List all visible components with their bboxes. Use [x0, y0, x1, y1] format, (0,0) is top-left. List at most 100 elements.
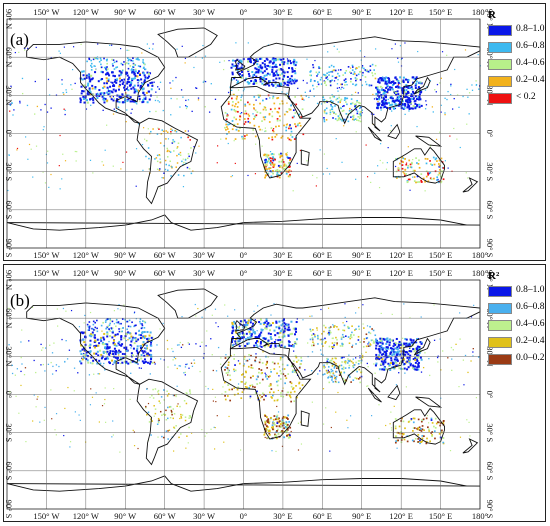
data-point	[109, 85, 112, 88]
data-point	[459, 436, 462, 438]
data-point	[236, 95, 238, 98]
data-point	[265, 158, 267, 161]
lat-tick-label: 90° N	[485, 9, 495, 29]
data-point	[127, 362, 130, 365]
data-point	[270, 396, 273, 398]
data-point	[160, 358, 162, 360]
data-point	[430, 417, 433, 420]
data-point	[295, 79, 298, 82]
data-point	[358, 368, 361, 371]
data-point	[211, 314, 213, 316]
legend-title: R²	[488, 270, 500, 282]
data-point	[360, 371, 362, 374]
data-point	[277, 418, 280, 421]
data-point	[88, 344, 91, 347]
data-point	[116, 98, 119, 101]
lat-tick-label: 0°	[485, 130, 495, 138]
data-point	[254, 359, 256, 362]
data-point	[129, 96, 132, 99]
data-point	[184, 374, 186, 376]
data-point	[417, 98, 420, 101]
data-point	[254, 61, 257, 64]
data-point	[387, 88, 390, 91]
data-point	[92, 98, 95, 101]
data-point	[405, 86, 408, 89]
data-point	[394, 441, 397, 444]
data-point	[386, 162, 388, 164]
data-point	[464, 354, 467, 357]
data-point	[467, 177, 469, 179]
data-point	[103, 338, 106, 341]
legend-a: R 0.8–1.0 0.6–0.8 0.4–0.6 0.2–0.4 < 0.2	[485, 8, 545, 107]
data-point	[351, 346, 353, 348]
data-point	[357, 119, 360, 122]
data-point	[258, 125, 260, 128]
data-point	[118, 85, 121, 88]
data-point	[58, 50, 60, 52]
data-point	[281, 328, 284, 331]
data-point	[462, 359, 465, 361]
data-point	[126, 109, 128, 111]
data-point	[323, 364, 325, 367]
data-point	[326, 78, 329, 81]
data-point	[236, 106, 239, 108]
data-point	[391, 429, 393, 431]
data-point	[286, 92, 288, 95]
data-point	[415, 181, 417, 184]
data-point	[415, 355, 418, 358]
data-point	[130, 69, 132, 71]
data-point	[147, 83, 150, 86]
data-point	[381, 76, 384, 78]
data-point	[91, 362, 94, 365]
data-point	[268, 112, 271, 115]
data-point	[342, 109, 345, 112]
data-point	[311, 337, 314, 340]
data-point	[333, 325, 335, 327]
data-point	[416, 181, 419, 184]
data-point	[143, 335, 146, 338]
data-point	[296, 396, 298, 399]
data-point	[390, 86, 393, 89]
data-point	[282, 395, 285, 398]
data-point	[102, 351, 105, 354]
data-point	[269, 160, 272, 162]
data-point	[219, 61, 221, 63]
data-point	[288, 157, 291, 159]
data-point	[234, 105, 236, 108]
data-point	[388, 364, 391, 367]
legend-label: 0.2–0.4	[516, 75, 545, 85]
data-point	[240, 99, 242, 102]
data-point	[168, 406, 171, 408]
data-point	[375, 48, 377, 50]
data-point	[335, 365, 337, 367]
data-point	[378, 354, 381, 357]
data-point	[139, 337, 142, 340]
data-point	[341, 86, 343, 89]
lat-tick-label: 90° N	[485, 270, 495, 290]
data-point	[290, 139, 292, 142]
data-point	[23, 373, 26, 376]
data-point	[336, 97, 339, 100]
data-point	[344, 367, 347, 369]
data-point	[233, 387, 236, 389]
data-point	[239, 127, 241, 129]
data-point	[114, 78, 117, 81]
data-point	[91, 396, 94, 398]
data-point	[201, 57, 203, 59]
data-point	[425, 440, 428, 443]
data-point	[292, 388, 294, 390]
data-point	[284, 426, 287, 429]
data-point	[259, 76, 262, 79]
data-point	[323, 101, 326, 104]
data-point	[272, 97, 274, 100]
data-point	[383, 356, 385, 358]
data-point	[238, 345, 241, 348]
data-point	[278, 107, 281, 110]
data-point	[404, 95, 407, 98]
data-point	[440, 111, 442, 113]
data-point	[89, 159, 92, 161]
data-point	[281, 61, 284, 64]
data-point	[125, 361, 128, 364]
data-point	[401, 164, 404, 166]
data-point	[173, 394, 176, 397]
